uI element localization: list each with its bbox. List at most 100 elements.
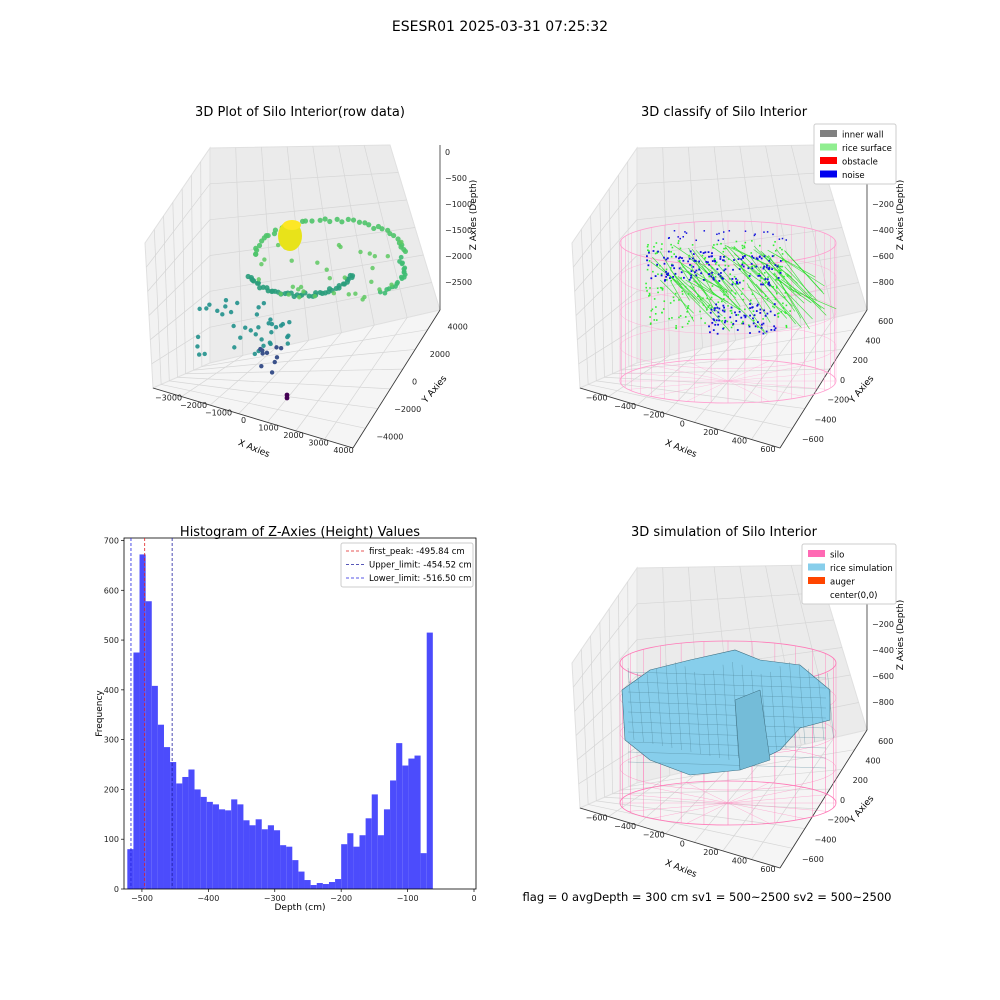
p2-y-tick: 600 — [878, 317, 893, 326]
p2-noise-point — [674, 272, 677, 275]
p2-noise-point — [756, 304, 759, 307]
p1-point — [291, 293, 297, 300]
p4-surface-mesh — [817, 673, 825, 741]
p2-rice-point — [743, 246, 746, 249]
p2-noise-point — [768, 259, 771, 262]
p3-legend-label: Upper_limit: -454.52 cm — [369, 561, 472, 571]
p1-point — [275, 242, 281, 248]
p2-noise-point — [687, 260, 690, 263]
p2-rice-point — [706, 309, 708, 311]
p1-point — [259, 337, 264, 342]
p2-grid — [694, 332, 769, 423]
p2-noise-point — [762, 283, 764, 286]
p2-rice-point — [665, 268, 668, 271]
p2-rice-point — [728, 277, 731, 280]
p2-rice-point — [670, 279, 673, 282]
p4-z-tick: −200 — [872, 620, 894, 629]
p2-rice-point — [699, 310, 701, 313]
p2-noise-point — [665, 273, 668, 276]
p3-bar — [383, 809, 391, 889]
p2-rice-point — [773, 273, 775, 276]
p2-noise-point — [678, 257, 680, 260]
p4-surface-mesh — [627, 667, 635, 741]
p4-grid — [575, 675, 638, 736]
p2-noise-point — [764, 278, 767, 280]
p2-noise-point — [710, 308, 713, 311]
p2-rice-point — [653, 298, 656, 300]
p2-noise-point — [683, 276, 685, 279]
p1-point — [264, 350, 270, 356]
p1-point — [398, 254, 404, 260]
p2-rice-surface — [762, 282, 802, 328]
p1-x-tick: −3000 — [155, 393, 182, 402]
p1-point — [372, 253, 378, 259]
p2-rice-point — [759, 244, 761, 247]
p1-point — [215, 308, 220, 314]
p1-point — [350, 217, 357, 223]
p2-rice-point — [647, 249, 649, 252]
p3-bar — [231, 799, 238, 889]
p2-rice-point — [655, 319, 658, 321]
p3-x-tick-label: −300 — [264, 894, 286, 903]
p4-surface-mesh — [827, 673, 834, 739]
p1-z-tick: 0 — [445, 148, 450, 157]
p4-silo-wall-floor-spoke — [727, 802, 828, 812]
p2-rice-point — [688, 254, 691, 257]
p4-surface-mesh — [798, 663, 806, 745]
p1-grid — [185, 368, 403, 375]
p2-left-pane — [571, 146, 638, 389]
p3-bar — [390, 780, 397, 889]
p2-noise-point — [765, 266, 768, 269]
p4-grid — [608, 775, 671, 817]
p2-x-tick: 600 — [760, 445, 775, 454]
p2-rice-point — [698, 267, 701, 269]
p2-silo-wall-floor-spoke — [727, 365, 805, 382]
p2-rice-point — [759, 279, 761, 282]
p3-bar — [255, 819, 262, 889]
p1-point — [301, 289, 306, 294]
p2-rice-surface — [677, 260, 725, 292]
p2-rice-point — [727, 295, 729, 298]
p2-noise-point — [647, 264, 650, 267]
p1-point — [267, 340, 273, 345]
p2-rice-point — [704, 270, 707, 273]
p2-noise-point — [711, 260, 714, 262]
p2-silo-wall-floor-spoke — [727, 380, 770, 402]
p4-surface-mesh — [722, 664, 730, 761]
p1-point — [196, 352, 202, 357]
p2-noise-point — [751, 255, 754, 258]
p2-noise-point — [717, 315, 720, 318]
p3-bar — [139, 554, 146, 889]
p2-rice-point — [662, 308, 665, 310]
p3-y-tick-label: 100 — [104, 835, 119, 844]
p2-noise-point — [763, 309, 766, 312]
p4-surface-mesh — [770, 671, 777, 751]
p3-y-tick-label: 200 — [104, 785, 119, 794]
p2-legend — [813, 123, 897, 185]
p1-y-axis-line — [352, 309, 441, 449]
p2-noise-point — [716, 233, 718, 236]
p4-surface-mesh — [627, 711, 827, 719]
p2-grid — [573, 183, 638, 268]
p2-rice-point — [772, 244, 775, 247]
p1-point — [306, 293, 312, 299]
p2-rice-point — [718, 315, 721, 318]
p2-legend-label: obstacle — [842, 158, 878, 168]
p2-noise-point — [654, 275, 657, 277]
p1-grid — [209, 347, 276, 406]
p2-noise-point — [685, 232, 688, 234]
p2-rice-point — [702, 297, 704, 300]
p2-noise-point — [660, 274, 663, 277]
p2-rice-point — [657, 291, 659, 294]
p2-noise-point — [713, 319, 716, 322]
p1-point — [367, 251, 372, 256]
p2-rice-point — [707, 306, 710, 308]
p2-rice-surface — [775, 277, 812, 304]
p2-rice-point — [687, 293, 690, 295]
p4-grid — [612, 788, 830, 795]
p3-bar — [261, 829, 268, 889]
p1-grid — [146, 183, 211, 268]
p1-point — [245, 273, 251, 280]
p2-rice-point — [775, 287, 778, 289]
p1-z-tick: −1500 — [445, 226, 472, 235]
